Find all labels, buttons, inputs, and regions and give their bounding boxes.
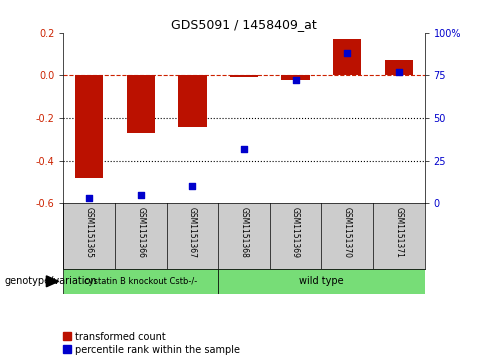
Text: GSM1151368: GSM1151368 xyxy=(240,207,248,257)
Point xyxy=(343,50,351,56)
Text: GSM1151371: GSM1151371 xyxy=(394,207,403,257)
Bar xyxy=(230,75,258,77)
Bar xyxy=(75,75,103,178)
Text: GSM1151369: GSM1151369 xyxy=(291,207,300,257)
Text: GSM1151366: GSM1151366 xyxy=(136,207,145,257)
Text: GSM1151370: GSM1151370 xyxy=(343,207,352,257)
Legend: transformed count, percentile rank within the sample: transformed count, percentile rank withi… xyxy=(63,331,240,355)
Bar xyxy=(63,269,218,294)
Bar xyxy=(127,75,155,133)
Bar xyxy=(333,39,362,75)
Point xyxy=(137,192,145,197)
Point xyxy=(292,78,300,83)
Polygon shape xyxy=(46,276,59,287)
Title: GDS5091 / 1458409_at: GDS5091 / 1458409_at xyxy=(171,19,317,32)
Point xyxy=(240,146,248,152)
Text: GSM1151365: GSM1151365 xyxy=(85,207,94,257)
Text: genotype/variation: genotype/variation xyxy=(5,276,98,286)
Bar xyxy=(218,269,425,294)
Point xyxy=(188,183,196,189)
Bar xyxy=(282,75,310,79)
Text: wild type: wild type xyxy=(299,276,344,286)
Bar xyxy=(178,75,206,126)
Text: cystatin B knockout Cstb-/-: cystatin B knockout Cstb-/- xyxy=(84,277,198,286)
Bar xyxy=(385,60,413,75)
Point xyxy=(85,195,93,201)
Point xyxy=(395,69,403,75)
Text: GSM1151367: GSM1151367 xyxy=(188,207,197,257)
